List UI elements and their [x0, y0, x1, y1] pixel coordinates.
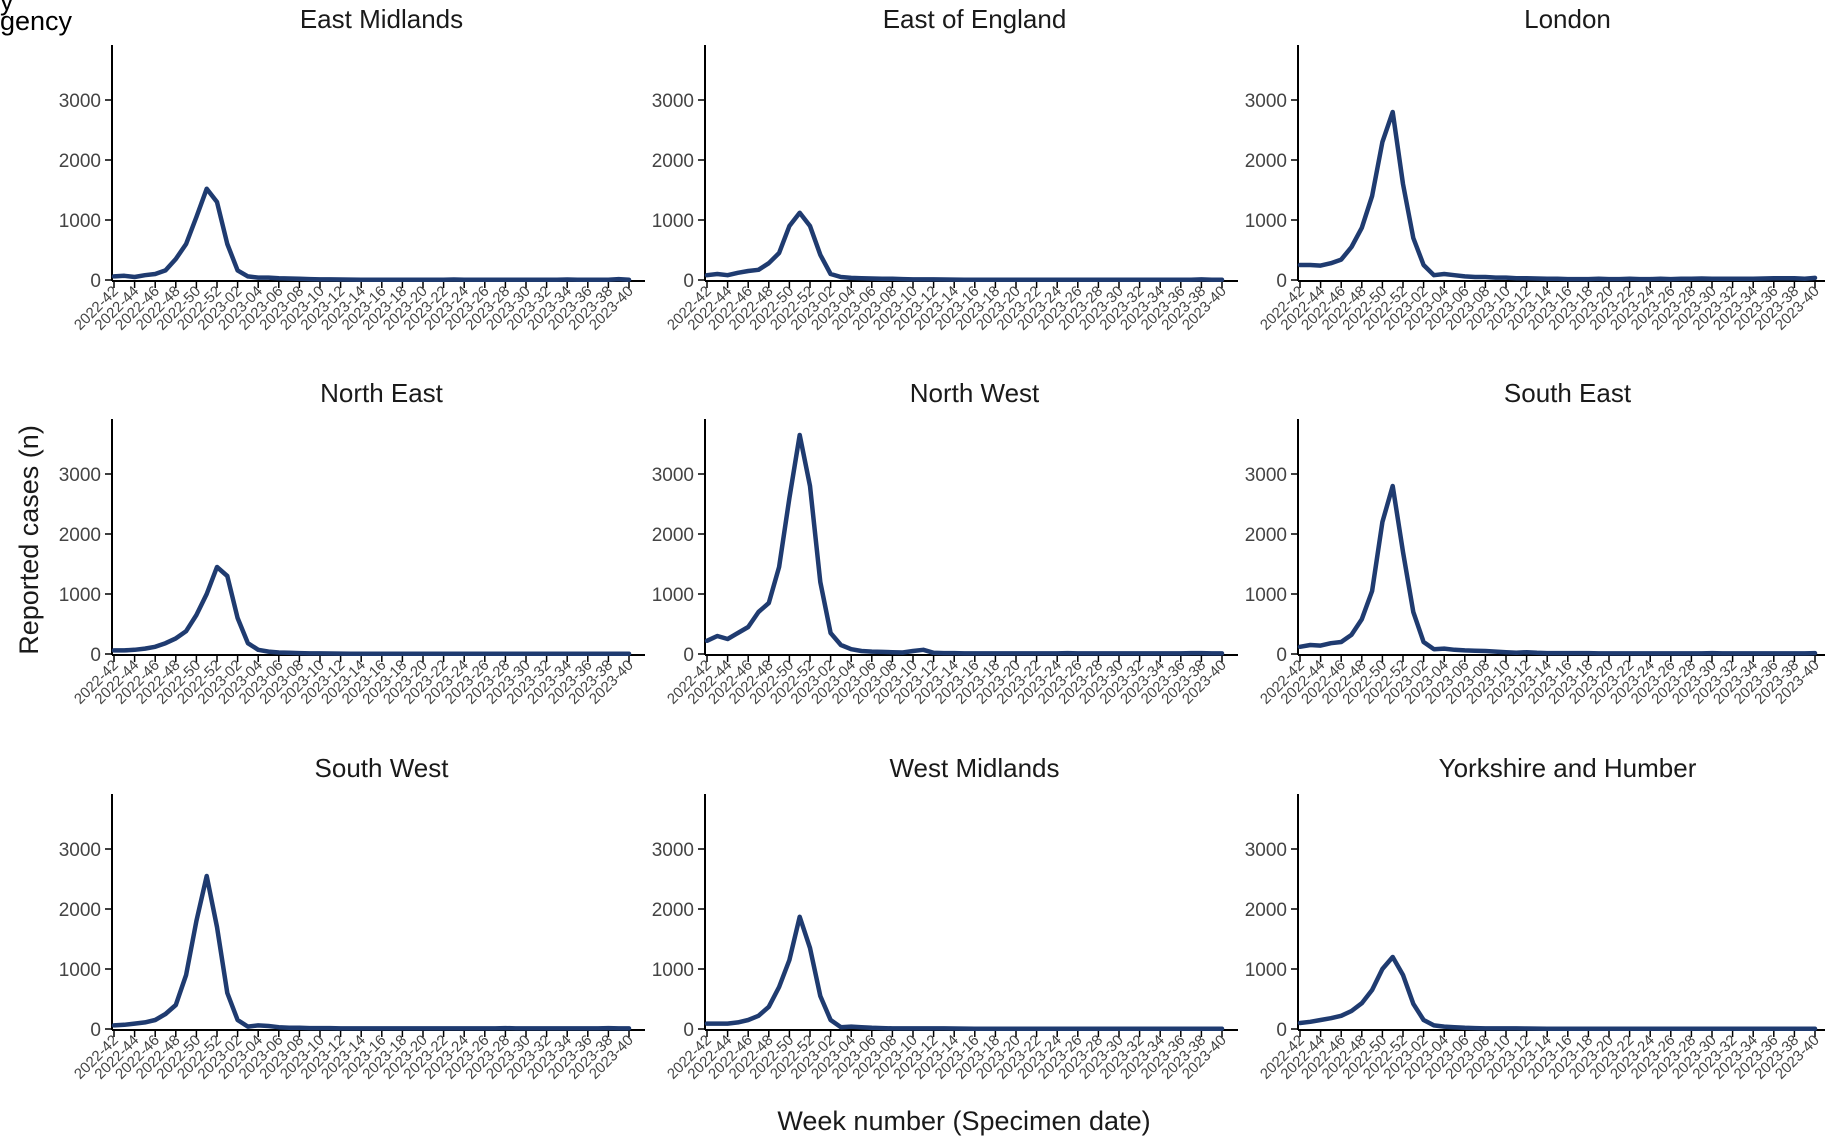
y-tick-label: 1000 [59, 211, 101, 232]
y-tick-label: 0 [683, 1020, 694, 1041]
series-line-south-west [111, 873, 632, 1031]
panel-title-south-west: South West [315, 753, 450, 783]
panel-title-east-of-england: East of England [883, 4, 1067, 34]
y-tick-label: 1000 [59, 960, 101, 981]
series-line-north-east [111, 564, 632, 656]
series-line-east-midlands [111, 186, 632, 282]
panel-title-north-west: North West [910, 378, 1040, 408]
series-line-east-of-england [704, 210, 1225, 282]
y-tick-label: 2000 [652, 151, 694, 172]
series-line-south-east [1297, 483, 1818, 656]
panel-title-east-midlands: East Midlands [300, 4, 463, 34]
series-line-london [1297, 109, 1818, 282]
series-line-north-west [704, 432, 1225, 656]
y-tick-label: 3000 [1245, 465, 1287, 486]
y-tick-label: 1000 [59, 585, 101, 606]
panel-title-south-east: South East [1504, 378, 1632, 408]
panel-title-london: London [1524, 4, 1611, 34]
panel-title-yorkshire-and-humber: Yorkshire and Humber [1439, 753, 1697, 783]
y-tick-label: 3000 [652, 840, 694, 861]
y-tick-label: 1000 [652, 585, 694, 606]
y-tick-label: 1000 [652, 960, 694, 981]
y-tick-label: 3000 [59, 91, 101, 112]
y-tick-label: 1000 [652, 211, 694, 232]
y-tick-label: 1000 [1245, 211, 1287, 232]
panel-title-west-midlands: West Midlands [889, 753, 1059, 783]
y-tick-label: 0 [1276, 271, 1287, 292]
y-tick-label: 2000 [59, 151, 101, 172]
y-tick-label: 2000 [652, 525, 694, 546]
y-tick-label: 1000 [1245, 960, 1287, 981]
y-tick-label: 3000 [1245, 840, 1287, 861]
y-axis-title: Reported cases (n) [14, 425, 44, 655]
clipped-title-fragment: gency [0, 6, 73, 36]
y-tick-label: 2000 [59, 900, 101, 921]
y-tick-label: 2000 [59, 525, 101, 546]
y-tick-label: 0 [683, 271, 694, 292]
y-tick-label: 1000 [1245, 585, 1287, 606]
y-tick-label: 0 [90, 271, 101, 292]
y-tick-label: 2000 [652, 900, 694, 921]
y-tick-label: 3000 [59, 840, 101, 861]
y-tick-label: 3000 [1245, 91, 1287, 112]
clipped-title-fragment-top: y [0, 0, 14, 16]
y-tick-label: 0 [1276, 1020, 1287, 1041]
y-tick-label: 0 [683, 645, 694, 666]
y-tick-label: 2000 [1245, 525, 1287, 546]
series-line-yorkshire-and-humber [1297, 954, 1818, 1031]
y-tick-label: 0 [1276, 645, 1287, 666]
x-axis-title: Week number (Specimen date) [777, 1106, 1150, 1136]
y-tick-label: 0 [90, 645, 101, 666]
y-tick-label: 0 [90, 1020, 101, 1041]
y-tick-label: 3000 [59, 465, 101, 486]
y-tick-label: 2000 [1245, 151, 1287, 172]
y-tick-label: 2000 [1245, 900, 1287, 921]
y-tick-label: 3000 [652, 465, 694, 486]
series-line-west-midlands [704, 914, 1225, 1031]
panel-title-north-east: North East [320, 378, 444, 408]
y-tick-label: 3000 [652, 91, 694, 112]
